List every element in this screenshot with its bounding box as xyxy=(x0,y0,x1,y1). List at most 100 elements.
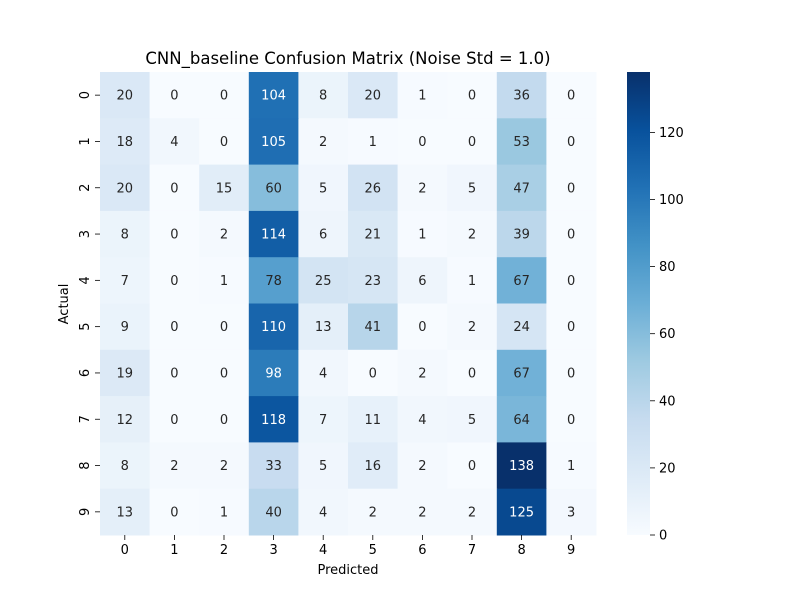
cell-value-label: 0 xyxy=(170,228,178,243)
y-tick-label: 7 xyxy=(78,415,93,423)
heatmap-cell xyxy=(149,488,200,536)
cell-value-label: 1 xyxy=(220,274,228,289)
heatmap-cell xyxy=(348,210,399,258)
heatmap-cell xyxy=(298,72,349,119)
cell-value-label: 98 xyxy=(265,366,282,381)
heatmap-cell xyxy=(100,164,151,212)
heatmap-cell xyxy=(199,396,250,443)
cell-value-label: 6 xyxy=(319,228,327,243)
cell-value-label: 0 xyxy=(567,228,575,243)
cell-value-label: 24 xyxy=(513,320,530,335)
cell-value-label: 0 xyxy=(220,413,228,428)
cell-value-label: 114 xyxy=(261,228,286,243)
cell-value-label: 5 xyxy=(468,181,476,196)
heatmap-cell xyxy=(496,349,547,397)
cell-value-label: 67 xyxy=(513,366,530,381)
cell-value-label: 64 xyxy=(513,413,530,428)
heatmap-cell xyxy=(149,210,200,258)
cell-value-label: 118 xyxy=(261,413,286,428)
heatmap-cell xyxy=(447,442,498,490)
colorbar-tick-label: 60 xyxy=(659,327,676,342)
cell-value-label: 4 xyxy=(418,413,426,428)
cell-value-label: 0 xyxy=(567,135,575,150)
cell-value-label: 11 xyxy=(365,413,382,428)
cell-value-label: 33 xyxy=(265,459,282,474)
heatmap-cell xyxy=(397,349,448,397)
cell-value-label: 2 xyxy=(418,181,426,196)
cell-value-label: 8 xyxy=(121,228,129,243)
heatmap-cell xyxy=(496,488,547,536)
heatmap-cell xyxy=(149,164,200,212)
heatmap-cell xyxy=(546,257,597,304)
heatmap-cell xyxy=(248,442,299,490)
heatmap-cell xyxy=(447,488,498,536)
cell-value-label: 25 xyxy=(315,274,332,289)
heatmap-cell xyxy=(100,349,151,397)
cell-value-label: 5 xyxy=(319,181,327,196)
cell-value-label: 26 xyxy=(365,181,382,196)
heatmap-cell xyxy=(348,349,399,397)
cell-value-label: 2 xyxy=(418,366,426,381)
cell-value-label: 2 xyxy=(468,228,476,243)
cell-value-label: 104 xyxy=(261,89,286,104)
heatmap-cell xyxy=(149,118,200,166)
cell-value-label: 1 xyxy=(567,459,575,474)
cell-value-label: 2 xyxy=(418,505,426,520)
cell-value-label: 5 xyxy=(319,459,327,474)
heatmap-cell xyxy=(100,257,151,304)
cell-value-label: 1 xyxy=(220,505,228,520)
cell-value-label: 2 xyxy=(468,320,476,335)
cell-value-label: 21 xyxy=(365,228,382,243)
heatmap-cell xyxy=(397,72,448,119)
heatmap-cell xyxy=(100,210,151,258)
heatmap-cell xyxy=(546,349,597,397)
heatmap-cell xyxy=(546,210,597,258)
chart-title: CNN_baseline Confusion Matrix (Noise Std… xyxy=(145,49,550,69)
cell-value-label: 2 xyxy=(170,459,178,474)
heatmap-cell xyxy=(447,396,498,443)
heatmap-cell xyxy=(199,72,250,119)
heatmap-cell xyxy=(397,442,448,490)
cell-value-label: 0 xyxy=(220,89,228,104)
heatmap-cell xyxy=(199,303,250,351)
cell-value-label: 13 xyxy=(315,320,332,335)
cell-value-label: 2 xyxy=(220,228,228,243)
x-axis: 0 1 2 3 4 5 6 7 8 9 xyxy=(121,535,575,558)
cell-value-label: 4 xyxy=(319,505,327,520)
cell-value-label: 1 xyxy=(369,135,377,150)
cell-value-label: 125 xyxy=(509,505,534,520)
cell-value-label: 40 xyxy=(265,505,282,520)
y-tick-label: 8 xyxy=(78,461,93,469)
heatmap-cell xyxy=(348,118,399,166)
cell-value-label: 18 xyxy=(117,135,134,150)
cell-value-label: 0 xyxy=(468,89,476,104)
heatmap-cell xyxy=(248,349,299,397)
cell-value-label: 0 xyxy=(468,459,476,474)
heatmap-cell xyxy=(397,210,448,258)
cell-value-label: 0 xyxy=(567,320,575,335)
cell-value-label: 47 xyxy=(513,181,530,196)
heatmap-cell xyxy=(447,257,498,304)
heatmap-cell xyxy=(248,257,299,304)
cell-value-label: 67 xyxy=(513,274,530,289)
cell-value-label: 0 xyxy=(567,366,575,381)
heatmap-cell xyxy=(496,396,547,443)
heatmap-cell xyxy=(248,303,299,351)
cell-value-label: 0 xyxy=(567,274,575,289)
heatmap-cell xyxy=(298,488,349,536)
y-axis: 0 1 2 3 4 5 6 7 8 9 xyxy=(78,91,100,516)
heatmap-cell xyxy=(496,442,547,490)
x-tick-label: 8 xyxy=(517,543,525,558)
cell-value-label: 7 xyxy=(121,274,129,289)
heatmap-cell xyxy=(298,164,349,212)
x-tick-label: 4 xyxy=(319,543,327,558)
heatmap-cell xyxy=(298,349,349,397)
cell-value-label: 110 xyxy=(261,320,286,335)
heatmap-cell xyxy=(149,72,200,119)
heatmap-cell xyxy=(298,303,349,351)
cell-value-label: 1 xyxy=(468,274,476,289)
x-axis-label: Predicted xyxy=(317,563,378,578)
cell-value-label: 0 xyxy=(170,274,178,289)
colorbar-axis: 0 20 40 60 80 100 120 xyxy=(650,126,684,544)
